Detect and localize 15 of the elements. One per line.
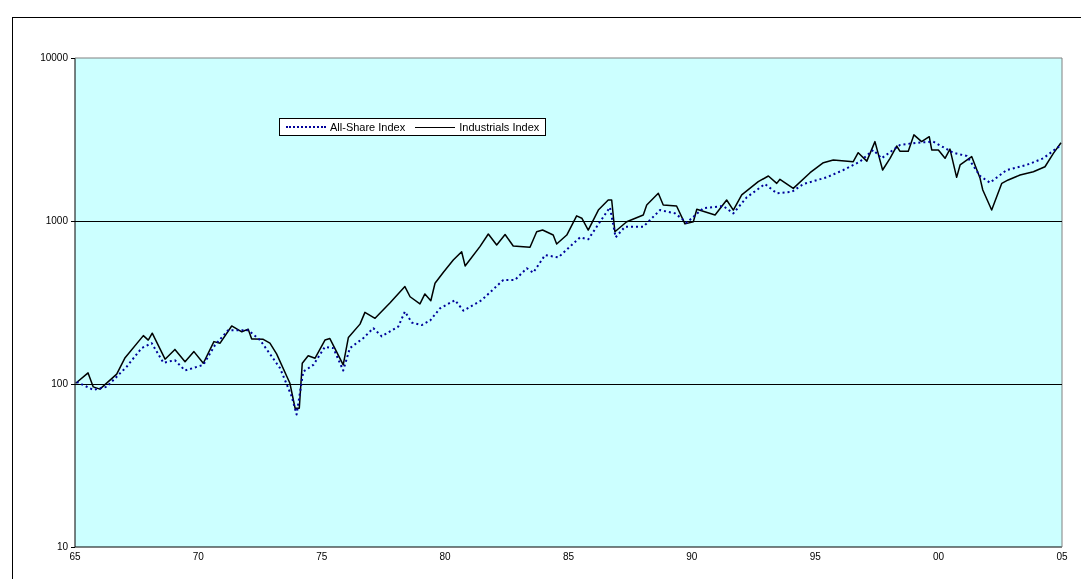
y-tick-label: 10 — [56, 540, 69, 552]
y-tick-label: 100 — [51, 377, 69, 389]
x-tick-label: 05 — [1056, 550, 1068, 562]
x-tick-label: 65 — [69, 550, 81, 562]
legend-label: All-Share Index — [330, 121, 406, 133]
y-tick-label: 10000 — [40, 51, 69, 63]
x-tick-label: 70 — [192, 550, 205, 562]
x-tick-label: 95 — [809, 550, 822, 562]
y-tick-label: 1000 — [45, 214, 69, 226]
x-tick-label: 85 — [562, 550, 575, 562]
x-tick-label: 80 — [439, 550, 452, 562]
x-tick-label: 75 — [316, 550, 328, 562]
x-tick-label: 00 — [933, 550, 945, 562]
legend-label: Industrials Index — [459, 121, 540, 133]
x-tick-label: 90 — [686, 550, 698, 562]
